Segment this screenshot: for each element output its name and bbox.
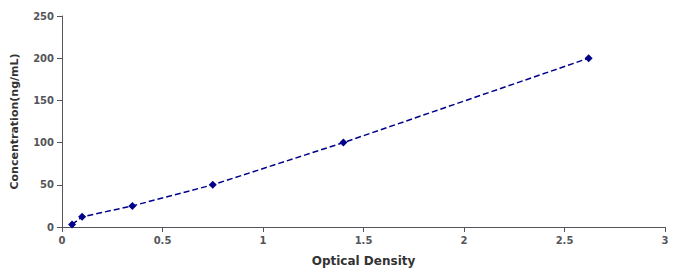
svg-text:150: 150 [33,95,54,106]
svg-text:50: 50 [40,179,54,190]
svg-text:0.5: 0.5 [154,235,172,246]
svg-text:100: 100 [33,137,54,148]
svg-text:0: 0 [47,222,54,233]
svg-text:2.5: 2.5 [556,235,574,246]
svg-text:1.5: 1.5 [355,235,373,246]
svg-text:Optical Density: Optical Density [312,254,416,268]
svg-text:0: 0 [59,235,66,246]
svg-text:200: 200 [33,53,54,64]
svg-text:3: 3 [662,235,669,246]
svg-text:1: 1 [260,235,267,246]
svg-text:2: 2 [461,235,468,246]
svg-text:Concentration(ng/mL): Concentration(ng/mL) [8,53,21,189]
svg-text:250: 250 [33,11,54,22]
